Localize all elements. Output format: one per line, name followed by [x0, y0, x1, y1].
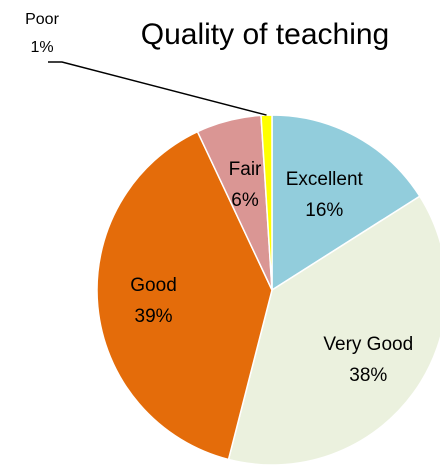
data-label-value: 6% [231, 190, 259, 211]
data-label-name: Good [130, 275, 176, 296]
pie-slice [96, 130, 273, 461]
data-label-name: Fair [229, 159, 262, 180]
data-label-value: 39% [135, 306, 173, 327]
data-label-value: 1% [30, 39, 53, 56]
pie-slice [271, 114, 421, 292]
data-label-name: Poor [25, 11, 59, 28]
data-label-name: Excellent [286, 169, 364, 190]
data-label-name: Very Good [323, 334, 413, 355]
data-label-value: 16% [305, 200, 343, 221]
pie-slice [260, 114, 273, 291]
chart-title: Quality of teaching [141, 18, 389, 51]
pie-slice [227, 195, 440, 466]
data-label-value: 38% [349, 365, 387, 386]
leader-line [48, 61, 267, 116]
